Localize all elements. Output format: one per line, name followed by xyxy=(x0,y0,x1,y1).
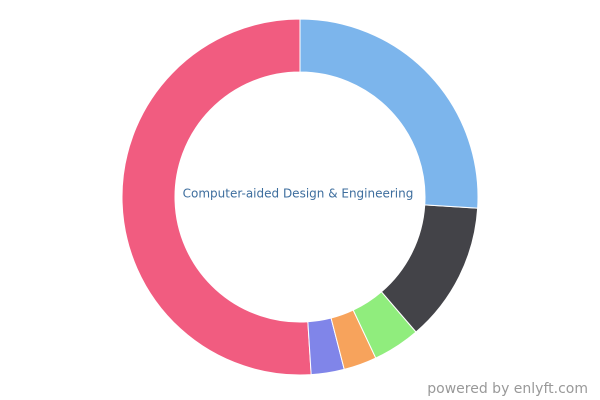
donut-segment xyxy=(380,204,479,333)
donut-segment xyxy=(352,291,417,359)
donut-segment xyxy=(330,309,377,371)
watermark: powered by enlyft.com xyxy=(427,381,588,397)
donut-segment xyxy=(121,18,312,376)
donut-segment xyxy=(307,317,345,376)
donut-segment xyxy=(299,18,479,209)
chart-title: Computer-aided Design & Engineering xyxy=(183,187,414,201)
